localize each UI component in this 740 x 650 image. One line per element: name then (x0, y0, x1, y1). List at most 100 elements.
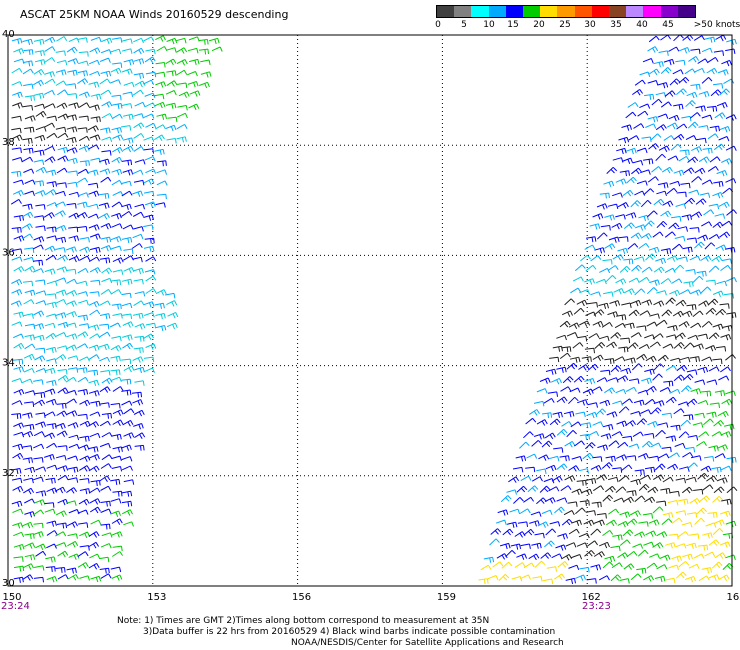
wind-barb (557, 533, 568, 540)
wind-barb (100, 500, 111, 507)
wind-barb (13, 179, 24, 185)
wind-barb (671, 517, 683, 524)
wind-barb (176, 47, 188, 54)
wind-barb (520, 475, 532, 482)
wind-barb (66, 246, 77, 253)
wind-barb (586, 411, 598, 419)
wind-barb (33, 443, 45, 450)
wind-barb (713, 486, 725, 494)
wind-barb (698, 431, 710, 438)
wind-barb (604, 358, 615, 364)
wind-barb (35, 225, 46, 231)
wind-barb (110, 369, 121, 376)
wind-barb (619, 578, 630, 584)
wind-barb (66, 289, 78, 297)
wind-barb (579, 320, 591, 327)
wind-barb (598, 575, 610, 581)
wind-barb (79, 575, 90, 581)
wind-barb (634, 79, 646, 86)
wind-barb (88, 421, 100, 428)
wind-barb (645, 253, 656, 261)
wind-barb (66, 83, 77, 89)
wind-barb (77, 201, 88, 208)
wind-barb (34, 355, 46, 362)
wind-barb (12, 522, 24, 529)
wind-barb (88, 190, 100, 197)
wind-barb (673, 169, 685, 177)
wind-barb (133, 267, 144, 275)
wind-barb (78, 135, 90, 142)
wind-barb (111, 113, 123, 120)
wind-barb (707, 165, 719, 172)
wind-barb (143, 79, 155, 85)
wind-barb (24, 390, 36, 396)
wind-barb (500, 495, 512, 503)
wind-barb (132, 169, 144, 175)
wind-barb (10, 300, 22, 307)
wind-barb (575, 411, 586, 418)
wind-barb (664, 231, 676, 238)
wind-barb (685, 100, 696, 108)
wind-barb (99, 193, 110, 199)
wind-barb (508, 476, 520, 483)
wind-barb (592, 213, 604, 220)
wind-barb (548, 455, 560, 462)
wind-barb (134, 159, 146, 165)
wind-barb (56, 266, 68, 273)
wind-barb (719, 88, 730, 96)
wind-barb (653, 266, 665, 274)
wind-barb (111, 168, 123, 176)
wind-barb (46, 280, 58, 287)
wind-barb (652, 373, 663, 381)
wind-barb (682, 373, 694, 381)
wind-barb (668, 222, 680, 230)
wind-barb (121, 509, 133, 516)
wind-barb (655, 92, 667, 98)
wind-barb (506, 489, 517, 495)
wind-barb (154, 134, 165, 141)
wind-barb (656, 564, 668, 570)
wind-barb (45, 254, 57, 261)
wind-barb (679, 356, 691, 363)
wind-barb (661, 518, 673, 525)
wind-barb (601, 462, 613, 469)
wind-barb (88, 390, 100, 397)
wind-barb (66, 398, 77, 405)
wind-barb (510, 543, 522, 550)
wind-barb (637, 110, 649, 117)
wind-barb (57, 387, 69, 394)
wind-barb (111, 455, 122, 462)
wind-barb (90, 93, 102, 100)
wind-barb (101, 150, 112, 156)
wind-barb (111, 127, 122, 134)
wind-barb (652, 231, 664, 238)
wind-barb (511, 576, 523, 582)
wind-barb (571, 554, 583, 560)
wind-barb (132, 190, 144, 197)
wind-barb (111, 466, 123, 472)
wind-barb (705, 307, 717, 315)
wind-barb (46, 487, 58, 494)
wind-barb (688, 563, 700, 570)
wind-barb (690, 83, 701, 90)
wind-barb (687, 156, 699, 163)
wind-barb (520, 543, 531, 549)
wind-barb (559, 352, 571, 359)
wind-barb (145, 122, 157, 129)
wind-barb (519, 441, 530, 449)
wind-barb (610, 574, 622, 582)
wind-barb (656, 220, 668, 229)
wind-barb (549, 356, 560, 363)
wind-barb (110, 403, 121, 409)
wind-barb (632, 88, 644, 96)
wind-barb (712, 192, 724, 199)
wind-barb (643, 158, 654, 165)
wind-barb (726, 486, 738, 494)
wind-barb (79, 246, 91, 254)
wind-barb (694, 167, 706, 175)
wind-barb (681, 310, 693, 318)
wind-barb (166, 322, 178, 330)
wind-barb (12, 452, 24, 460)
wind-barb (697, 366, 709, 374)
wind-barb (56, 410, 68, 418)
